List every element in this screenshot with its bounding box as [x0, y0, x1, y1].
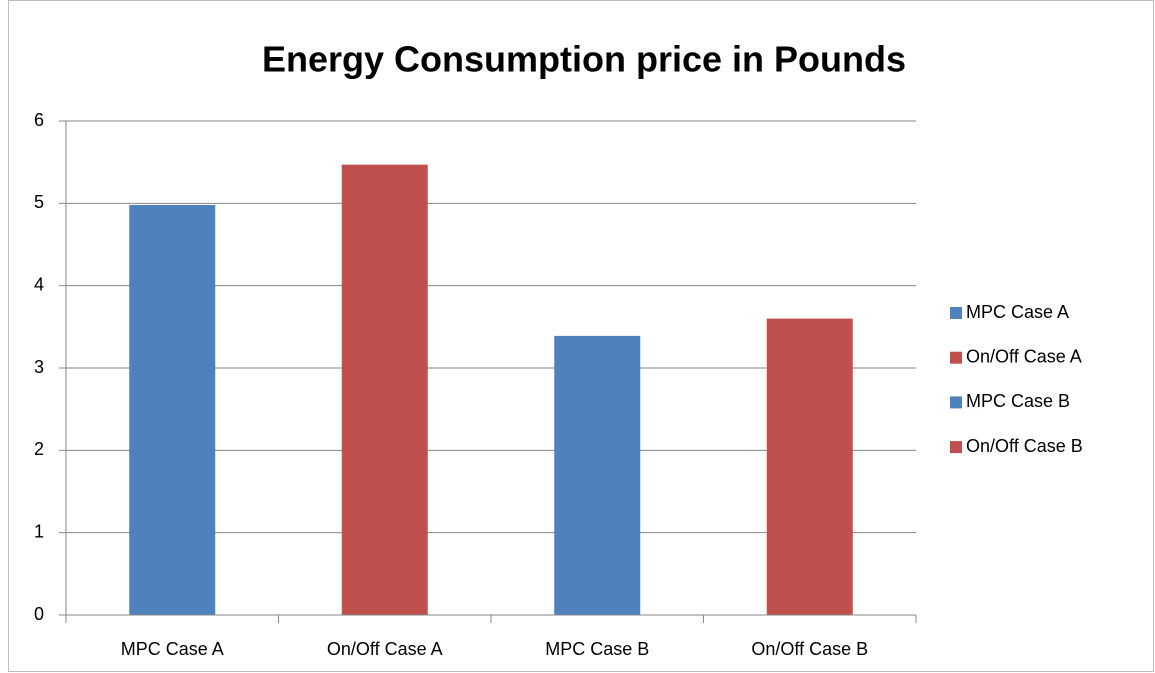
- legend-swatch: [950, 307, 962, 319]
- legend-label: On/Off Case A: [966, 346, 1082, 366]
- bar: [341, 164, 428, 616]
- bar: [554, 335, 641, 615]
- legend-swatch: [950, 441, 962, 454]
- x-tick-label: MPC Case A: [121, 639, 224, 659]
- y-tick-label: 4: [34, 274, 44, 294]
- x-tick-label: On/Off Case A: [327, 639, 443, 659]
- x-tick-label: MPC Case B: [545, 639, 649, 659]
- y-tick-label: 2: [34, 439, 44, 459]
- x-tick-label: On/Off Case B: [751, 639, 868, 659]
- chart-title: Energy Consumption price in Pounds: [262, 39, 906, 80]
- legend-label: On/Off Case B: [966, 436, 1083, 456]
- legend-label: MPC Case B: [966, 391, 1070, 411]
- bar: [766, 318, 853, 615]
- y-tick-label: 6: [34, 110, 44, 130]
- y-tick-label: 5: [34, 192, 44, 212]
- y-tick-label: 0: [34, 604, 44, 624]
- y-tick-label: 3: [34, 357, 44, 377]
- y-tick-label: 1: [34, 521, 44, 541]
- legend-label: MPC Case A: [966, 302, 1069, 322]
- bar: [129, 204, 216, 616]
- legend-swatch: [950, 396, 962, 409]
- legend-swatch: [950, 351, 962, 364]
